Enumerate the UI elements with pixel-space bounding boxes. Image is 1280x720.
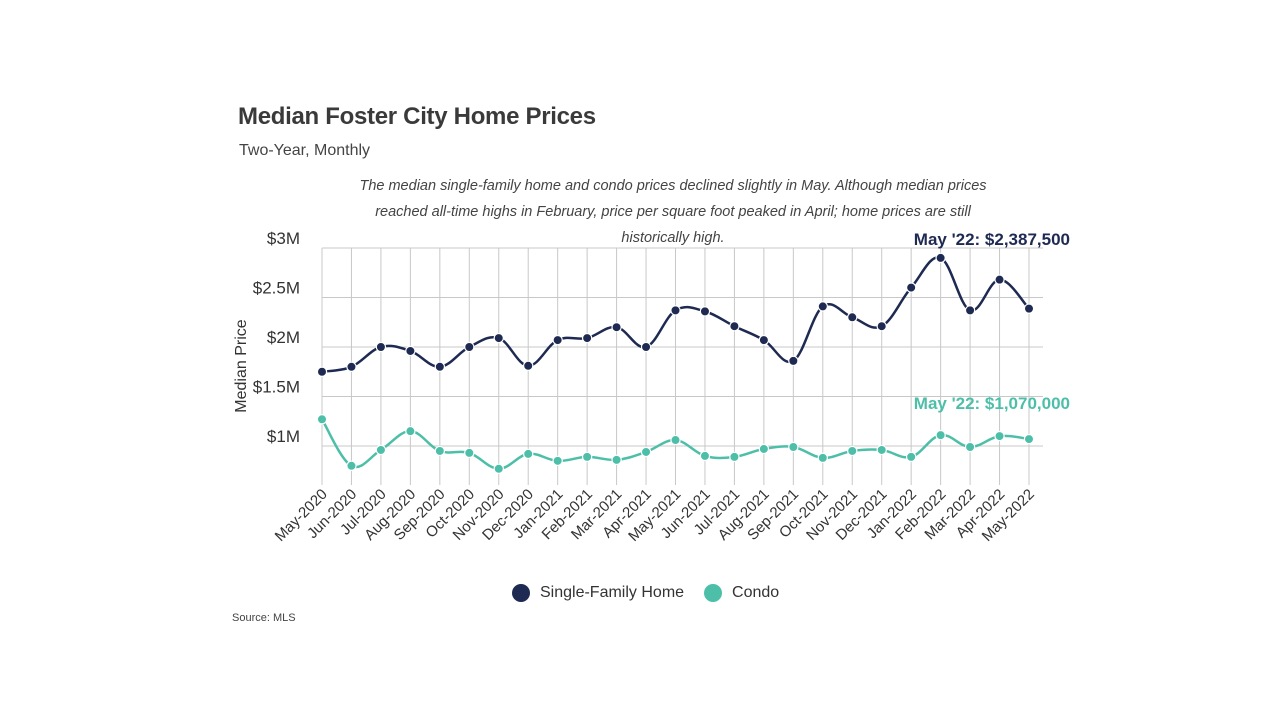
- data-point-condo: [375, 444, 387, 456]
- data-point-sfh: [611, 322, 622, 333]
- data-point-condo: [699, 450, 711, 462]
- data-point-condo: [493, 463, 504, 474]
- data-point-sfh: [964, 305, 976, 316]
- data-point-condo: [758, 443, 770, 455]
- data-point-condo: [729, 451, 740, 463]
- data-point-sfh: [375, 341, 387, 353]
- y-tick-label: $2M: [267, 328, 300, 347]
- y-tick-label: $1.5M: [253, 378, 300, 397]
- data-point-sfh: [434, 361, 446, 372]
- data-point-sfh: [670, 305, 681, 316]
- data-point-sfh: [699, 306, 711, 317]
- data-point-condo: [876, 444, 887, 456]
- data-point-condo: [611, 454, 622, 466]
- data-point-sfh: [788, 355, 799, 367]
- legend-swatch-sfh: [512, 584, 530, 602]
- data-point-condo: [316, 414, 328, 425]
- data-point-sfh: [523, 360, 534, 372]
- data-point-condo: [581, 451, 593, 463]
- data-point-condo: [640, 446, 652, 458]
- legend-item-sfh: Single-Family Home: [512, 584, 684, 602]
- legend: Single-Family Home Condo: [512, 584, 789, 602]
- data-point-condo: [552, 455, 563, 467]
- chart-title: Median Foster City Home Prices: [238, 103, 596, 130]
- data-point-condo: [935, 429, 946, 441]
- data-point-sfh: [464, 341, 475, 353]
- data-point-condo: [346, 460, 357, 471]
- data-point-sfh: [640, 341, 652, 353]
- source-note: Source: MLS: [232, 612, 296, 624]
- data-point-sfh: [905, 282, 917, 293]
- data-point-condo: [1023, 433, 1035, 445]
- data-point-sfh: [729, 321, 740, 332]
- annotation-sfh: May '22: $2,387,500: [914, 230, 1070, 249]
- data-point-sfh: [346, 361, 357, 372]
- legend-label-condo: Condo: [732, 584, 780, 601]
- chart-subtitle: Two-Year, Monthly: [239, 142, 371, 159]
- data-point-sfh: [876, 321, 887, 332]
- y-tick-label: $3M: [267, 229, 300, 248]
- data-point-condo: [964, 441, 976, 453]
- data-point-sfh: [493, 332, 504, 344]
- data-point-condo: [434, 445, 446, 457]
- data-point-sfh: [994, 274, 1005, 285]
- data-point-condo: [817, 452, 828, 464]
- y-tick-label: $1M: [267, 427, 300, 446]
- legend-item-condo: Condo: [704, 584, 779, 602]
- data-point-sfh: [935, 252, 946, 264]
- data-point-sfh: [405, 345, 416, 357]
- data-point-sfh: [1023, 303, 1035, 314]
- data-point-sfh: [817, 301, 828, 312]
- chart-note: The median single-family home and condo …: [359, 178, 987, 246]
- data-point-condo: [670, 434, 681, 446]
- data-point-condo: [905, 451, 917, 463]
- data-point-condo: [788, 441, 799, 453]
- data-point-condo: [464, 447, 475, 459]
- data-point-sfh: [316, 366, 328, 377]
- data-point-condo: [847, 445, 858, 457]
- data-point-condo: [405, 425, 416, 437]
- data-point-sfh: [758, 334, 770, 346]
- legend-swatch-condo: [704, 584, 723, 602]
- annotation-condo: May '22: $1,070,000: [914, 394, 1070, 413]
- data-point-condo: [523, 448, 534, 460]
- data-point-condo: [994, 430, 1005, 442]
- data-point-sfh: [552, 334, 563, 346]
- data-point-sfh: [847, 312, 858, 323]
- data-point-sfh: [581, 332, 593, 344]
- legend-label-sfh: Single-Family Home: [540, 584, 685, 601]
- y-axis-label: Median Price: [233, 319, 250, 412]
- y-tick-label: $2.5M: [253, 279, 300, 298]
